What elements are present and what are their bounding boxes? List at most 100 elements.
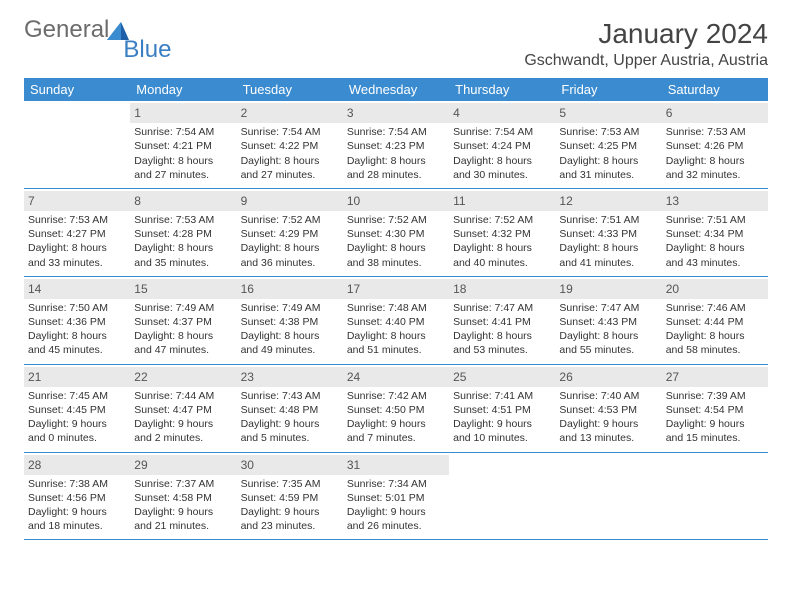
day-info-line: Sunrise: 7:47 AM: [453, 301, 551, 315]
day-info-line: Sunrise: 7:54 AM: [134, 125, 232, 139]
day-info-line: Daylight: 8 hours: [453, 154, 551, 168]
weekday-header: Sunday: [24, 78, 130, 101]
day-info-line: and 27 minutes.: [134, 168, 232, 182]
day-info-line: Daylight: 9 hours: [134, 417, 232, 431]
day-info-line: Sunset: 4:25 PM: [559, 139, 657, 153]
day-info-line: Daylight: 8 hours: [347, 329, 445, 343]
day-info-line: and 49 minutes.: [241, 343, 339, 357]
day-info-line: and 38 minutes.: [347, 256, 445, 270]
day-info-line: Daylight: 9 hours: [666, 417, 764, 431]
day-info-line: and 27 minutes.: [241, 168, 339, 182]
day-info-line: Sunset: 4:21 PM: [134, 139, 232, 153]
day-info-line: Daylight: 8 hours: [241, 329, 339, 343]
day-info-line: Daylight: 8 hours: [28, 241, 126, 255]
day-info-line: Sunset: 4:28 PM: [134, 227, 232, 241]
calendar-week-row: 7Sunrise: 7:53 AMSunset: 4:27 PMDaylight…: [24, 188, 768, 276]
calendar-day-cell: 11Sunrise: 7:52 AMSunset: 4:32 PMDayligh…: [449, 188, 555, 276]
day-info-line: Sunrise: 7:51 AM: [559, 213, 657, 227]
day-info-line: Daylight: 8 hours: [134, 329, 232, 343]
calendar-body: 1Sunrise: 7:54 AMSunset: 4:21 PMDaylight…: [24, 101, 768, 540]
day-info-line: Daylight: 8 hours: [666, 241, 764, 255]
calendar-day-cell: 13Sunrise: 7:51 AMSunset: 4:34 PMDayligh…: [662, 188, 768, 276]
calendar-table: SundayMondayTuesdayWednesdayThursdayFrid…: [24, 78, 768, 540]
day-info-line: Sunset: 4:56 PM: [28, 491, 126, 505]
day-info-line: Sunrise: 7:52 AM: [453, 213, 551, 227]
day-info-line: Sunset: 4:47 PM: [134, 403, 232, 417]
calendar-day-cell: 2Sunrise: 7:54 AMSunset: 4:22 PMDaylight…: [237, 101, 343, 188]
day-info-line: Sunset: 4:26 PM: [666, 139, 764, 153]
day-info-line: Sunset: 4:33 PM: [559, 227, 657, 241]
day-number: 15: [130, 279, 236, 299]
day-info-line: Sunset: 4:53 PM: [559, 403, 657, 417]
day-info-line: and 47 minutes.: [134, 343, 232, 357]
day-info-line: Sunrise: 7:44 AM: [134, 389, 232, 403]
day-info-line: Sunset: 4:23 PM: [347, 139, 445, 153]
day-info-line: and 18 minutes.: [28, 519, 126, 533]
day-number: 24: [343, 367, 449, 387]
calendar-day-cell: 28Sunrise: 7:38 AMSunset: 4:56 PMDayligh…: [24, 452, 130, 540]
day-info-line: Sunset: 4:54 PM: [666, 403, 764, 417]
day-number: 30: [237, 455, 343, 475]
calendar-day-cell: 1Sunrise: 7:54 AMSunset: 4:21 PMDaylight…: [130, 101, 236, 188]
calendar-day-cell: 3Sunrise: 7:54 AMSunset: 4:23 PMDaylight…: [343, 101, 449, 188]
day-info-line: Daylight: 8 hours: [241, 241, 339, 255]
day-info-line: Sunset: 4:59 PM: [241, 491, 339, 505]
day-number: 28: [24, 455, 130, 475]
day-info-line: Sunset: 4:58 PM: [134, 491, 232, 505]
day-info-line: Sunset: 4:37 PM: [134, 315, 232, 329]
day-info-line: Sunrise: 7:54 AM: [453, 125, 551, 139]
day-number: 18: [449, 279, 555, 299]
day-info-line: Sunset: 4:43 PM: [559, 315, 657, 329]
day-info-line: and 0 minutes.: [28, 431, 126, 445]
day-info-line: Sunrise: 7:38 AM: [28, 477, 126, 491]
day-info-line: Sunrise: 7:43 AM: [241, 389, 339, 403]
day-info-line: Daylight: 9 hours: [134, 505, 232, 519]
calendar-day-cell: 5Sunrise: 7:53 AMSunset: 4:25 PMDaylight…: [555, 101, 661, 188]
day-info-line: Daylight: 8 hours: [453, 329, 551, 343]
day-info-line: Sunset: 4:30 PM: [347, 227, 445, 241]
day-info-line: and 32 minutes.: [666, 168, 764, 182]
day-info-line: and 13 minutes.: [559, 431, 657, 445]
calendar-day-cell: [449, 452, 555, 540]
day-info-line: and 21 minutes.: [134, 519, 232, 533]
day-number: 8: [130, 191, 236, 211]
day-info-line: and 35 minutes.: [134, 256, 232, 270]
day-info-line: Sunrise: 7:53 AM: [559, 125, 657, 139]
calendar-day-cell: 8Sunrise: 7:53 AMSunset: 4:28 PMDaylight…: [130, 188, 236, 276]
day-info-line: Daylight: 9 hours: [28, 417, 126, 431]
day-number: 4: [449, 103, 555, 123]
day-info-line: and 30 minutes.: [453, 168, 551, 182]
day-info-line: Daylight: 8 hours: [347, 154, 445, 168]
day-info-line: Daylight: 9 hours: [241, 505, 339, 519]
day-info-line: Sunrise: 7:40 AM: [559, 389, 657, 403]
day-number: 27: [662, 367, 768, 387]
day-info-line: Sunrise: 7:52 AM: [347, 213, 445, 227]
day-info-line: Sunrise: 7:45 AM: [28, 389, 126, 403]
day-number: 23: [237, 367, 343, 387]
day-number: 6: [662, 103, 768, 123]
day-info-line: Daylight: 8 hours: [559, 241, 657, 255]
day-info-line: Daylight: 9 hours: [347, 505, 445, 519]
day-info-line: Sunrise: 7:51 AM: [666, 213, 764, 227]
day-info-line: Sunrise: 7:49 AM: [241, 301, 339, 315]
day-info-line: and 5 minutes.: [241, 431, 339, 445]
day-info-line: Daylight: 8 hours: [347, 241, 445, 255]
day-number: 25: [449, 367, 555, 387]
day-info-line: Sunrise: 7:37 AM: [134, 477, 232, 491]
calendar-day-cell: 15Sunrise: 7:49 AMSunset: 4:37 PMDayligh…: [130, 276, 236, 364]
day-number: 31: [343, 455, 449, 475]
day-info-line: Sunrise: 7:42 AM: [347, 389, 445, 403]
calendar-week-row: 14Sunrise: 7:50 AMSunset: 4:36 PMDayligh…: [24, 276, 768, 364]
calendar-day-cell: 10Sunrise: 7:52 AMSunset: 4:30 PMDayligh…: [343, 188, 449, 276]
day-info-line: and 7 minutes.: [347, 431, 445, 445]
day-info-line: Sunset: 4:48 PM: [241, 403, 339, 417]
logo: General Blue: [24, 18, 179, 42]
day-number: 9: [237, 191, 343, 211]
day-info-line: Sunrise: 7:54 AM: [241, 125, 339, 139]
day-info-line: Sunrise: 7:47 AM: [559, 301, 657, 315]
day-info-line: Sunset: 4:27 PM: [28, 227, 126, 241]
day-info-line: and 26 minutes.: [347, 519, 445, 533]
day-number: 3: [343, 103, 449, 123]
day-info-line: Sunset: 4:50 PM: [347, 403, 445, 417]
day-info-line: Sunset: 5:01 PM: [347, 491, 445, 505]
